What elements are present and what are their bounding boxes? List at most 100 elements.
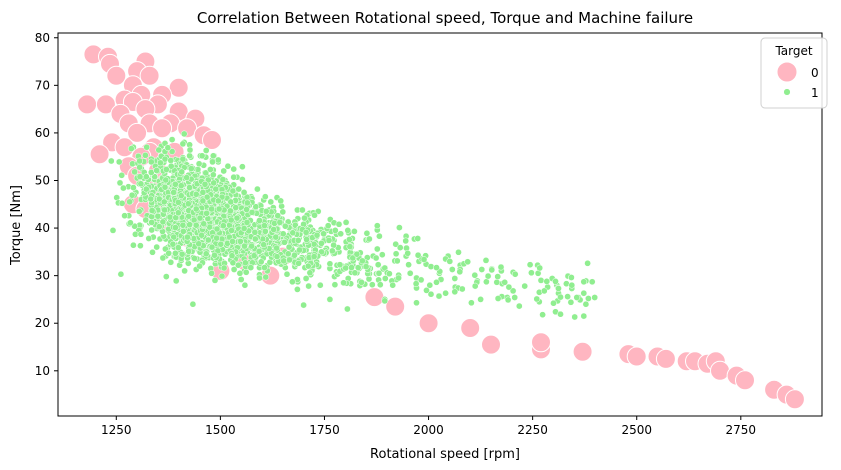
point-target-1 — [204, 236, 212, 244]
point-target-1 — [336, 261, 344, 269]
point-target-1 — [186, 146, 194, 154]
point-target-1 — [392, 250, 400, 258]
point-target-1 — [209, 171, 217, 179]
point-target-1 — [203, 209, 210, 217]
point-target-1 — [526, 261, 534, 269]
point-target-1 — [580, 289, 588, 297]
point-target-1 — [255, 248, 263, 255]
point-target-1 — [240, 225, 248, 232]
point-target-1 — [359, 257, 366, 265]
point-target-1 — [187, 165, 195, 172]
x-tick-label: 1500 — [205, 423, 236, 437]
point-target-1 — [179, 221, 187, 229]
point-target-1 — [201, 180, 209, 188]
point-target-1 — [316, 281, 324, 289]
point-target-1 — [302, 229, 310, 236]
point-target-1 — [423, 287, 430, 294]
point-target-1 — [497, 263, 505, 271]
point-target-1 — [137, 230, 145, 238]
point-target-1 — [362, 263, 370, 270]
x-tick-label: 2250 — [517, 423, 548, 437]
point-target-1 — [381, 297, 389, 305]
point-target-1 — [107, 157, 115, 165]
point-target-1 — [260, 241, 268, 249]
point-target-1 — [299, 206, 306, 214]
point-target-0 — [127, 122, 148, 143]
point-target-1 — [272, 233, 280, 241]
point-target-1 — [174, 244, 182, 251]
point-target-1 — [155, 146, 163, 154]
point-target-1 — [142, 185, 150, 193]
point-target-1 — [413, 299, 420, 307]
point-target-1 — [392, 240, 400, 248]
point-target-1 — [351, 228, 358, 235]
point-target-1 — [160, 198, 168, 206]
point-target-1 — [340, 279, 347, 287]
point-target-1 — [121, 212, 128, 220]
point-target-0 — [710, 360, 730, 381]
point-target-1 — [435, 292, 443, 300]
point-target-1 — [261, 228, 269, 235]
point-target-1 — [227, 216, 235, 224]
x-tick-label: 1250 — [101, 423, 132, 437]
point-target-1 — [228, 227, 235, 234]
point-target-1 — [181, 267, 188, 275]
point-target-1 — [326, 296, 334, 303]
point-target-1 — [230, 266, 238, 273]
point-target-1 — [433, 264, 440, 271]
point-target-1 — [318, 248, 325, 256]
point-target-1 — [172, 249, 179, 257]
point-target-1 — [320, 230, 327, 238]
point-target-1 — [294, 286, 301, 293]
point-target-0 — [364, 287, 385, 308]
point-target-1 — [427, 263, 435, 270]
point-target-1 — [172, 277, 180, 285]
point-target-1 — [501, 278, 509, 286]
point-target-1 — [127, 145, 135, 152]
point-target-1 — [172, 224, 179, 231]
point-target-1 — [557, 310, 564, 318]
legend-marker-0 — [776, 61, 798, 83]
point-target-0 — [460, 318, 481, 338]
point-target-0 — [481, 334, 501, 355]
point-target-1 — [261, 222, 268, 230]
point-target-1 — [214, 197, 222, 205]
point-target-1 — [137, 180, 145, 188]
point-target-1 — [203, 193, 211, 201]
point-target-1 — [142, 151, 149, 159]
point-target-1 — [247, 264, 255, 271]
point-target-1 — [585, 295, 592, 302]
point-target-1 — [324, 222, 332, 230]
point-target-1 — [229, 187, 237, 195]
point-target-1 — [170, 189, 178, 196]
point-target-1 — [271, 219, 278, 227]
legend-title: Target — [774, 44, 812, 58]
point-target-1 — [505, 283, 513, 291]
point-target-1 — [376, 232, 383, 240]
point-target-1 — [208, 243, 216, 251]
point-target-1 — [295, 259, 302, 267]
point-target-1 — [393, 257, 401, 265]
point-target-0 — [106, 65, 127, 86]
point-target-1 — [208, 205, 215, 213]
point-target-1 — [161, 206, 168, 214]
point-target-1 — [296, 246, 303, 254]
point-target-1 — [109, 227, 117, 234]
point-target-1 — [478, 266, 486, 273]
point-target-1 — [224, 162, 232, 170]
point-target-1 — [396, 224, 403, 231]
point-target-1 — [242, 268, 250, 276]
point-target-1 — [274, 212, 282, 220]
point-target-0 — [735, 370, 755, 391]
point-target-1 — [504, 296, 512, 304]
point-target-1 — [177, 192, 185, 200]
point-target-1 — [310, 240, 318, 248]
point-target-1 — [511, 294, 519, 301]
point-target-1 — [284, 250, 292, 258]
point-target-1 — [471, 271, 479, 279]
point-target-1 — [184, 200, 192, 208]
point-target-1 — [213, 225, 221, 233]
point-target-1 — [212, 185, 220, 193]
point-target-1 — [310, 253, 318, 260]
chart-title: Correlation Between Rotational speed, To… — [197, 9, 693, 27]
